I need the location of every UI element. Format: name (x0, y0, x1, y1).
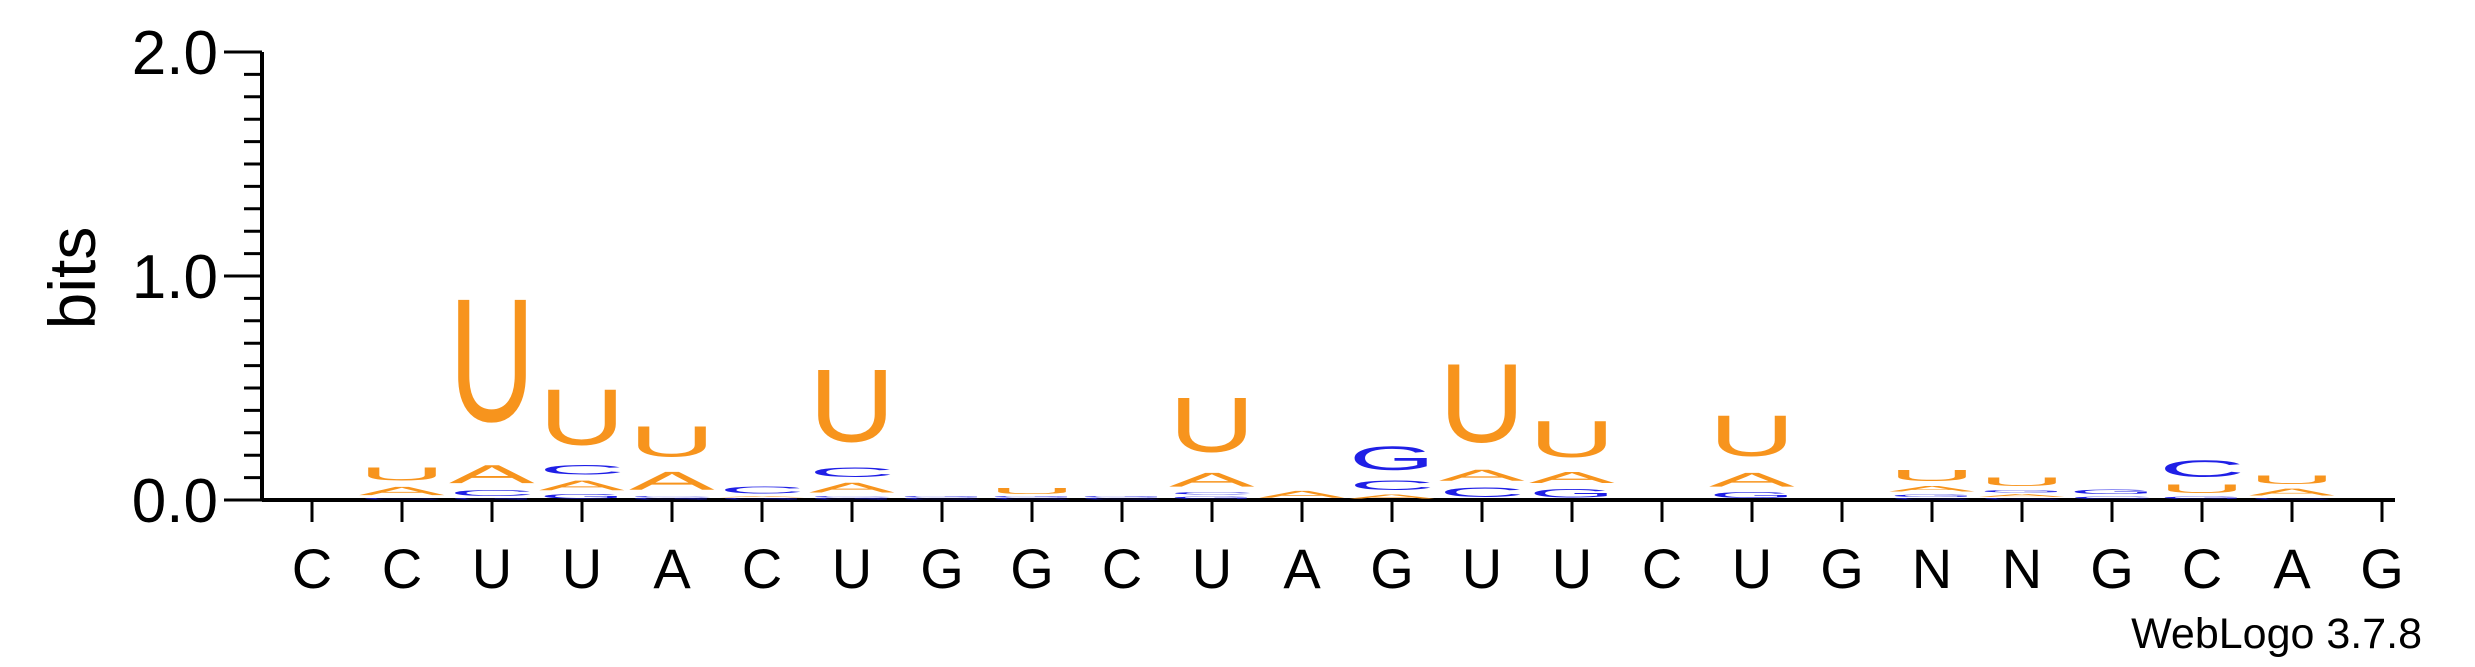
x-tick-label: N (2002, 537, 2042, 600)
logo-letter-C: C (1349, 477, 1435, 493)
x-tick-label: U (472, 537, 512, 600)
x-tick-label: U (1552, 537, 1592, 600)
logo-letter-G: G (899, 496, 985, 498)
logo-letter-A: A (1979, 493, 2065, 497)
x-tick-label: N (1912, 537, 1952, 600)
logo-letter-G: G (1079, 496, 1165, 498)
logo-letter-G: G (809, 498, 895, 500)
logo-letter-A: A (1709, 469, 1796, 491)
logo-letter-U: U (1529, 411, 1615, 469)
x-tick-label: C (1642, 537, 1682, 600)
logo-letter-G: G (1349, 440, 1435, 478)
logo-letter-G: G (989, 496, 1075, 498)
x-tick-label: G (2360, 537, 2404, 600)
logo-letter-U: U (539, 373, 625, 462)
logo-letter-C: C (809, 464, 895, 480)
x-tick-label: G (2090, 537, 2134, 600)
logo-letter-C: C (359, 498, 445, 500)
logo-letter-G: G (629, 498, 715, 500)
logo-letter-A: A (1259, 489, 1345, 500)
logo-letter-C: C (629, 496, 715, 498)
logo-letter-U: U (1889, 466, 1975, 484)
logo-letter-C: C (1979, 498, 2065, 500)
logo-letter-C: C (1169, 491, 1255, 495)
x-tick-label: A (653, 537, 691, 600)
logo-letter-A: A (629, 466, 715, 495)
logo-letter-U: U (1979, 475, 2065, 488)
logo-letter-C: C (1079, 498, 1165, 500)
logo-letter-G: G (2159, 495, 2245, 500)
logo-letter-G: G (539, 493, 625, 500)
logo-letter-G: G (449, 498, 535, 500)
y-axis-label: bits (35, 227, 109, 330)
y-axis: 0.0 1.0 2.0 (132, 19, 264, 536)
logo-letter-A: A (2249, 487, 2335, 498)
y-tick-label: 1.0 (132, 243, 218, 312)
x-tick-label: U (1192, 537, 1232, 600)
logo-letter-U: U (359, 464, 445, 484)
x-tick-label: U (832, 537, 872, 600)
x-tick-label: C (382, 537, 422, 600)
x-tick-label: U (562, 537, 602, 600)
logo-letter-C: C (899, 498, 985, 500)
x-tick-label: C (742, 537, 782, 600)
x-tick-label: C (292, 537, 332, 600)
logo-letter-G: G (1979, 489, 2065, 494)
logo-letter-C: C (1889, 498, 1975, 500)
logo-letter-U: U (449, 262, 535, 459)
logo-letter-G: G (719, 498, 805, 500)
logo-letter-A: A (1889, 484, 1975, 493)
logo-letter-C: C (2249, 498, 2335, 500)
x-tick-label: G (1370, 537, 1414, 600)
logo-letter-A: A (1349, 493, 1435, 500)
x-tick-label: G (1010, 537, 1054, 600)
weblogo-credit: WebLogo 3.7.8 (2131, 610, 2422, 658)
logo-letter-A: A (449, 459, 535, 488)
x-tick-label: A (2273, 537, 2311, 600)
logo-letter-C: C (719, 484, 805, 495)
logo-letter-U: U (629, 418, 715, 467)
logo-letter-G: G (2069, 489, 2155, 496)
logo-letter-U: U (1709, 403, 1795, 468)
logo-letter-C: C (989, 498, 1075, 500)
logo-letter-A: A (1529, 469, 1615, 487)
logo-letter-C: C (2069, 496, 2155, 500)
logo-letter-U: U (2159, 482, 2245, 495)
logo-letter-A: A (719, 496, 805, 498)
logo-letter-A: A (359, 484, 445, 497)
logo-letter-U: U (1439, 341, 1525, 466)
x-tick-label: C (1102, 537, 1142, 600)
y-tick-label: 2.0 (132, 19, 218, 88)
x-tick-label: G (1820, 537, 1864, 600)
logo-letter-U: U (1169, 382, 1255, 469)
logo-letter-G: G (1169, 495, 1255, 500)
logo-letter-C: C (449, 489, 535, 498)
logo-letter-C: C (539, 462, 625, 478)
x-tick-label: C (2182, 537, 2222, 600)
logo-letter-A: A (539, 478, 625, 494)
x-tick-label: U (1462, 537, 1502, 600)
logo-letter-U: U (2249, 473, 2335, 486)
logo-letter-A: A (1439, 466, 1525, 484)
logo-letter-G: G (1889, 493, 1975, 498)
logo-letter-C: C (2159, 455, 2245, 482)
logo-letter-U: U (809, 347, 895, 463)
logo-letter-C: C (1439, 484, 1525, 500)
logo-letter-A: A (1169, 469, 1256, 491)
logo-letter-C: C (809, 496, 895, 498)
x-tick-label: G (920, 537, 964, 600)
x-tick-label: A (1283, 537, 1321, 600)
y-tick-label: 0.0 (132, 467, 218, 536)
x-tick-label: U (1732, 537, 1772, 600)
logo-letter-U: U (989, 487, 1075, 496)
logo-letter-G: G (1709, 491, 1795, 500)
logo-letter-A: A (809, 480, 895, 496)
logo-letter-G: G (1529, 487, 1615, 500)
